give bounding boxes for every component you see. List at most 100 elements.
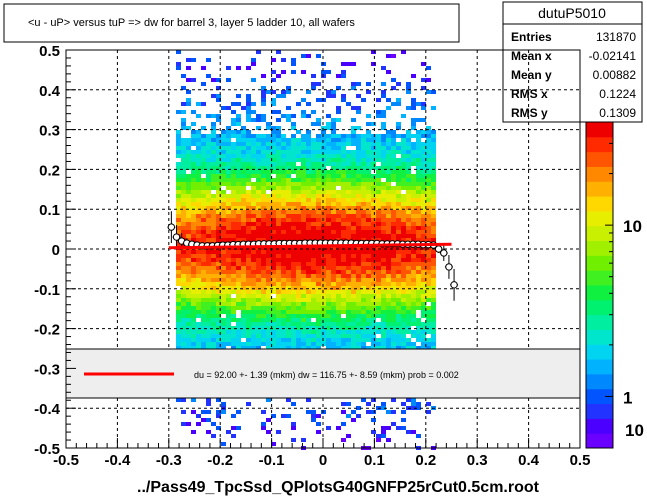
heatmap-cell [211,266,216,270]
heatmap-cell [221,174,226,178]
heatmap-cell [311,166,316,170]
heatmap-cell [196,114,201,118]
heatmap-cell [361,238,366,242]
heatmap-cell [306,246,311,250]
heatmap-cell [276,134,281,138]
heatmap-cell [251,294,256,298]
heatmap-cell [216,274,221,278]
heatmap-cell [381,230,386,234]
heatmap-cell [256,194,261,198]
heatmap-cell [406,146,411,150]
heatmap-cell [176,270,181,274]
heatmap-cell [271,178,276,182]
heatmap-cell [431,234,436,238]
heatmap-cell [351,182,356,186]
heatmap-cell [271,238,276,242]
heatmap-cell [181,250,186,254]
heatmap-cell [361,298,366,302]
heatmap-cell [391,194,396,198]
heatmap-cell [251,182,256,186]
heatmap-cell [301,178,306,182]
heatmap-cell [191,262,196,266]
heatmap-cell [431,310,436,314]
heatmap-cell [406,346,411,350]
heatmap-cell [256,126,261,130]
heatmap-cell [236,298,241,302]
heatmap-cell [306,90,311,94]
heatmap-cell [426,90,431,94]
heatmap-cell [341,250,346,254]
heatmap-cell [186,98,191,102]
heatmap-cell [401,154,406,158]
heatmap-cell [421,206,426,210]
heatmap-cell [331,238,336,242]
heatmap-cell [311,182,316,186]
heatmap-cell [346,298,351,302]
heatmap-cell [326,182,331,186]
heatmap-cell [211,310,216,314]
heatmap-cell [276,210,281,214]
heatmap-cell [286,174,291,178]
heatmap-cell [386,274,391,278]
heatmap-cell [396,142,401,146]
heatmap-cell [361,142,366,146]
heatmap-cell [391,342,396,346]
heatmap-cell [411,270,416,274]
heatmap-cell [406,230,411,234]
heatmap-cell [276,250,281,254]
heatmap-cell [371,278,376,282]
heatmap-cell [421,174,426,178]
heatmap-cell [296,250,301,254]
heatmap-cell [346,222,351,226]
heatmap-cell [236,102,241,106]
heatmap-cell [216,294,221,298]
heatmap-cell [266,206,271,210]
heatmap-cell [371,230,376,234]
color-scale-band [586,285,613,301]
heatmap-cell [231,154,236,158]
heatmap-cell [196,290,201,294]
heatmap-cell [221,138,226,142]
heatmap-cell [426,346,431,350]
heatmap-cell [271,222,276,226]
heatmap-cell [281,182,286,186]
heatmap-cell [216,94,221,98]
heatmap-cell [211,318,216,322]
heatmap-cell [281,318,286,322]
heatmap-cell [391,238,396,242]
heatmap-cell [411,342,416,346]
heatmap-cell [186,178,191,182]
heatmap-cell [281,214,286,218]
heatmap-cell [396,238,401,242]
heatmap-cell [381,214,386,218]
heatmap-cell [366,270,371,274]
heatmap-cell [361,134,366,138]
heatmap-cell [266,298,271,302]
heatmap-cell [311,202,316,206]
heatmap-cell [251,158,256,162]
heatmap-cell [201,266,206,270]
heatmap-cell [281,178,286,182]
heatmap-cell [361,266,366,270]
heatmap-cell [416,434,421,438]
heatmap-cell [361,210,366,214]
heatmap-cell [246,130,251,134]
heatmap-cell [316,154,321,158]
heatmap-cell [356,186,361,190]
heatmap-cell [246,318,251,322]
heatmap-cell [381,250,386,254]
heatmap-cell [221,278,226,282]
heatmap-cell [401,170,406,174]
heatmap-cell [371,206,376,210]
heatmap-cell [326,198,331,202]
heatmap-cell [336,174,341,178]
heatmap-cell [326,254,331,258]
heatmap-cell [211,158,216,162]
heatmap-cell [316,158,321,162]
heatmap-cell [301,206,306,210]
heatmap-cell [276,174,281,178]
heatmap-cell [366,142,371,146]
heatmap-cell [346,190,351,194]
heatmap-cell [366,114,371,118]
heatmap-cell [291,138,296,142]
